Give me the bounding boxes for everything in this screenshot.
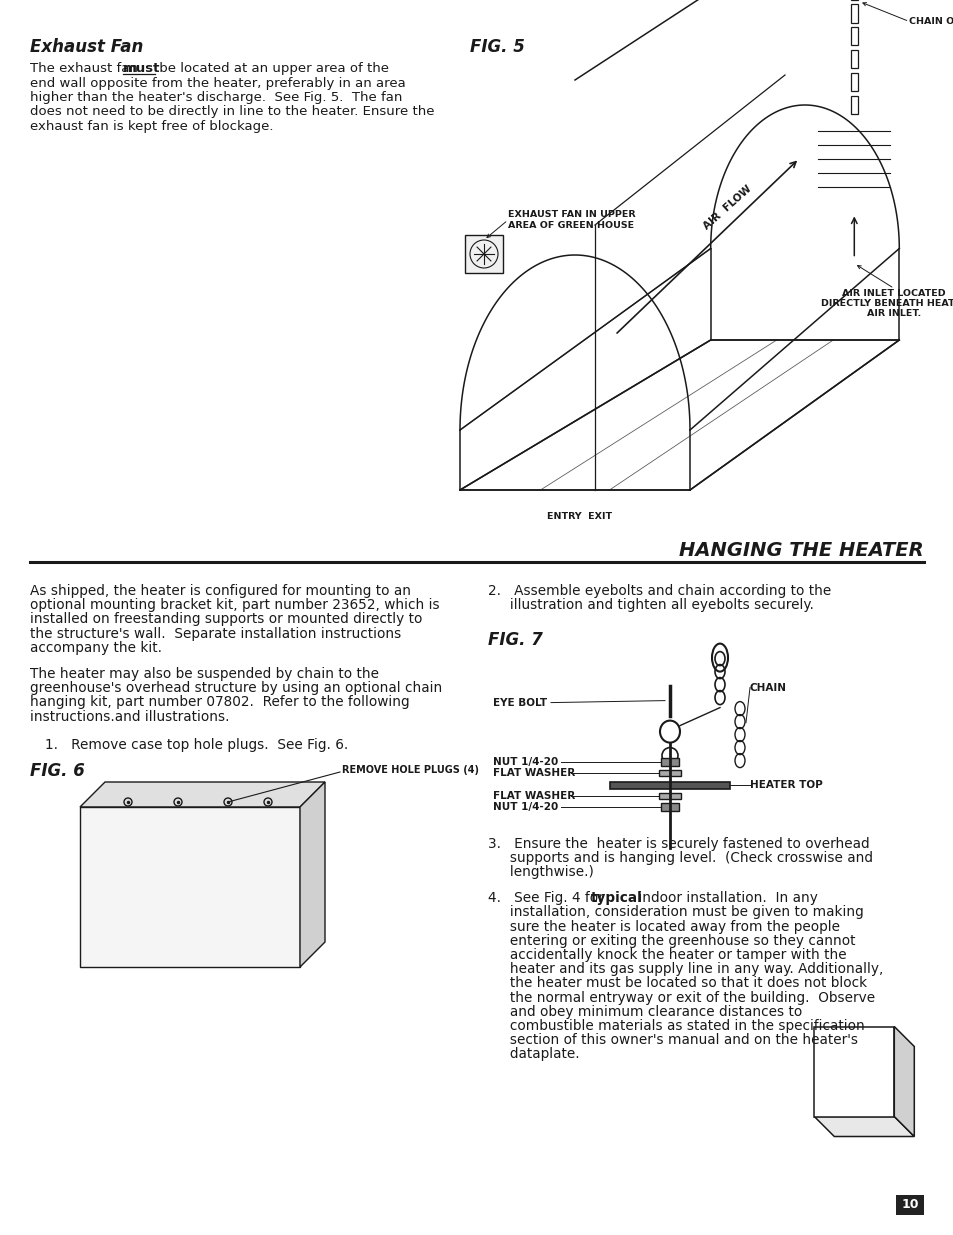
Text: 4.   See Fig. 4 for: 4. See Fig. 4 for: [488, 892, 607, 905]
Bar: [850, 5, 858, 22]
Text: CHAIN: CHAIN: [749, 683, 786, 693]
Text: the heater must be located so that it does not block: the heater must be located so that it do…: [488, 977, 866, 990]
Text: The heater may also be suspended by chain to the: The heater may also be suspended by chai…: [30, 667, 378, 680]
Text: typical: typical: [590, 892, 642, 905]
Text: AIR INLET LOCATED
DIRECTLY BENEATH HEATER
AIR INLET.: AIR INLET LOCATED DIRECTLY BENEATH HEATE…: [820, 289, 953, 319]
Bar: [659, 769, 680, 776]
Text: installed on freestanding supports or mounted directly to: installed on freestanding supports or mo…: [30, 613, 422, 626]
Text: NUT 1/4-20: NUT 1/4-20: [493, 802, 558, 811]
Text: As shipped, the heater is configured for mounting to an: As shipped, the heater is configured for…: [30, 584, 411, 598]
Text: hanging kit, part number 07802.  Refer to the following: hanging kit, part number 07802. Refer to…: [30, 695, 409, 709]
Text: lengthwise.): lengthwise.): [488, 864, 594, 879]
Text: combustible materials as stated in the specification: combustible materials as stated in the s…: [488, 1019, 863, 1032]
Polygon shape: [893, 1026, 913, 1136]
Text: section of this owner's manual and on the heater's: section of this owner's manual and on th…: [488, 1034, 857, 1047]
Text: the normal entryway or exit of the building.  Observe: the normal entryway or exit of the build…: [488, 990, 874, 1004]
Text: FIG. 7: FIG. 7: [488, 631, 542, 648]
Text: 10: 10: [901, 1198, 918, 1212]
Text: HEATER TOP: HEATER TOP: [749, 779, 821, 789]
Bar: [850, 49, 858, 68]
Bar: [895, 1195, 923, 1215]
Text: sure the heater is located away from the people: sure the heater is located away from the…: [488, 920, 840, 934]
Text: installation, consideration must be given to making: installation, consideration must be give…: [488, 905, 862, 919]
Text: instructions.and illustrations.: instructions.and illustrations.: [30, 710, 230, 724]
Text: FIG. 6: FIG. 6: [30, 762, 85, 781]
Bar: [659, 793, 680, 799]
Text: optional mounting bracket kit, part number 23652, which is: optional mounting bracket kit, part numb…: [30, 598, 439, 613]
Text: The exhaust fan: The exhaust fan: [30, 62, 142, 75]
Text: indoor installation.  In any: indoor installation. In any: [634, 892, 817, 905]
Bar: [850, 27, 858, 46]
Text: accompany the kit.: accompany the kit.: [30, 641, 162, 655]
Text: dataplate.: dataplate.: [488, 1047, 579, 1061]
Polygon shape: [80, 782, 325, 806]
Text: ENTRY  EXIT: ENTRY EXIT: [547, 513, 612, 521]
Text: EYE BOLT: EYE BOLT: [493, 698, 547, 708]
Text: HANGING THE HEATER: HANGING THE HEATER: [679, 541, 923, 559]
Text: illustration and tighten all eyebolts securely.: illustration and tighten all eyebolts se…: [488, 598, 813, 613]
Text: EXHAUST FAN IN UPPER
AREA OF GREEN HOUSE: EXHAUST FAN IN UPPER AREA OF GREEN HOUSE: [507, 210, 635, 230]
Text: be located at an upper area of the: be located at an upper area of the: [154, 62, 389, 75]
Text: end wall opposite from the heater, preferably in an area: end wall opposite from the heater, prefe…: [30, 77, 405, 89]
Text: FIG. 5: FIG. 5: [470, 38, 524, 56]
Bar: [609, 782, 729, 789]
Text: NUT 1/4-20: NUT 1/4-20: [493, 757, 558, 767]
Text: the structure's wall.  Separate installation instructions: the structure's wall. Separate installat…: [30, 626, 401, 641]
Text: FLAT WASHER: FLAT WASHER: [493, 768, 575, 778]
Text: exhaust fan is kept free of blockage.: exhaust fan is kept free of blockage.: [30, 120, 274, 133]
Text: does not need to be directly in line to the heater. Ensure the: does not need to be directly in line to …: [30, 105, 434, 119]
Text: greenhouse's overhead structure by using an optional chain: greenhouse's overhead structure by using…: [30, 682, 442, 695]
Bar: [464, 235, 502, 273]
Text: entering or exiting the greenhouse so they cannot: entering or exiting the greenhouse so th…: [488, 934, 855, 947]
Text: Exhaust Fan: Exhaust Fan: [30, 38, 143, 56]
Bar: [660, 803, 679, 810]
Text: AIR  FLOW: AIR FLOW: [701, 183, 753, 231]
Polygon shape: [814, 1116, 913, 1136]
Text: must: must: [123, 62, 160, 75]
Polygon shape: [814, 1026, 893, 1116]
Bar: [850, 73, 858, 91]
Bar: [850, 95, 858, 114]
Text: accidentally knock the heater or tamper with the: accidentally knock the heater or tamper …: [488, 948, 845, 962]
Text: heater and its gas supply line in any way. Additionally,: heater and its gas supply line in any wa…: [488, 962, 882, 976]
Text: 2.   Assemble eyebolts and chain according to the: 2. Assemble eyebolts and chain according…: [488, 584, 830, 598]
Text: supports and is hanging level.  (Check crosswise and: supports and is hanging level. (Check cr…: [488, 851, 872, 864]
Text: higher than the heater's discharge.  See Fig. 5.  The fan: higher than the heater's discharge. See …: [30, 91, 402, 104]
Polygon shape: [80, 806, 299, 967]
Bar: [660, 757, 679, 766]
Text: and obey minimum clearance distances to: and obey minimum clearance distances to: [488, 1005, 801, 1019]
Polygon shape: [299, 782, 325, 967]
Text: CHAIN OR CABLE: CHAIN OR CABLE: [908, 17, 953, 26]
Text: FLAT WASHER: FLAT WASHER: [493, 790, 575, 800]
Text: 1.   Remove case top hole plugs.  See Fig. 6.: 1. Remove case top hole plugs. See Fig. …: [45, 737, 348, 752]
Text: 3.   Ensure the  heater is securely fastened to overhead: 3. Ensure the heater is securely fastene…: [488, 836, 869, 851]
Text: REMOVE HOLE PLUGS (4): REMOVE HOLE PLUGS (4): [341, 764, 478, 776]
